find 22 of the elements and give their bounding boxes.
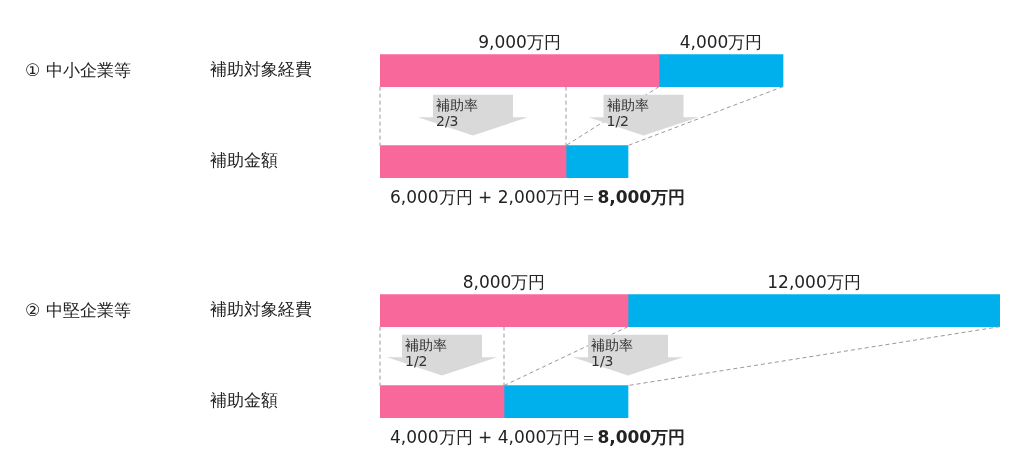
- annotation: 補助率 1/3: [591, 336, 633, 369]
- annotation: 補助率 2/3: [436, 96, 478, 129]
- annotation: 8,000万円: [597, 426, 686, 447]
- annotation: 8,000万円: [597, 186, 686, 207]
- annotation: 6,000万円 + 2,000万円＝: [390, 186, 598, 207]
- y-tick-label: 補助金額: [210, 149, 278, 170]
- bar: [380, 145, 567, 178]
- data-label: 9,000万円: [478, 32, 561, 53]
- data-label: 4,000万円: [679, 32, 763, 53]
- text: ② 中堅企業等: [25, 298, 131, 322]
- bar: [658, 54, 784, 87]
- annotation: 補助率 1/2: [405, 336, 447, 369]
- data-label: 8,000万円: [462, 272, 546, 293]
- y-tick-label: 補助金額: [210, 389, 278, 410]
- bar: [565, 145, 629, 178]
- y-tick-label: 補助対象経費: [210, 299, 312, 320]
- y-tick-label: 補助対象経費: [210, 59, 312, 80]
- text: ① 中小企業等: [25, 58, 131, 82]
- bar: [380, 54, 660, 87]
- data-label: 12,000万円: [767, 272, 861, 293]
- annotation: 4,000万円 + 4,000万円＝: [390, 426, 598, 447]
- annotation: 補助率 1/2: [606, 96, 649, 129]
